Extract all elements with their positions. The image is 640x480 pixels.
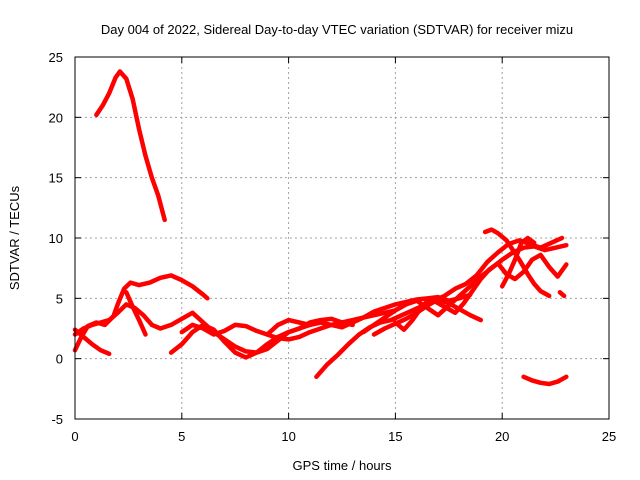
chart-title: Day 004 of 2022, Sidereal Day-to-day VTE… [101, 22, 573, 37]
series-s5 [124, 290, 148, 337]
y-tick-label: 10 [49, 231, 63, 246]
y-tick-label: -5 [51, 412, 63, 427]
x-tick-label: 25 [602, 429, 616, 444]
series-s16 [557, 290, 567, 299]
series-s15 [521, 374, 569, 387]
series-s12 [393, 252, 569, 332]
series-s11 [371, 297, 484, 337]
x-tick-label: 0 [71, 429, 78, 444]
data-series [72, 69, 569, 387]
x-tick-label: 20 [495, 429, 509, 444]
series-s1 [94, 69, 167, 223]
y-tick-label: 0 [56, 352, 63, 367]
y-tick-label: 25 [49, 50, 63, 65]
series-s4 [72, 327, 112, 357]
x-tick-label: 15 [388, 429, 402, 444]
y-tick-label: 5 [56, 291, 63, 306]
series-s7 [179, 308, 398, 342]
y-axis-label: SDTVAR / TECUs [7, 185, 22, 290]
series-s10 [361, 242, 569, 335]
series-s9 [314, 235, 565, 380]
y-tick-label: 20 [49, 110, 63, 125]
x-axis-label: GPS time / hours [293, 458, 392, 473]
grid-lines [75, 57, 609, 419]
x-tick-label: 10 [281, 429, 295, 444]
series-s14 [499, 235, 537, 289]
axis-ticks: 0 5 10 15 20 25 -5 0 5 10 15 20 25 [49, 50, 617, 444]
series-s3 [72, 302, 313, 355]
y-tick-label: 15 [49, 171, 63, 186]
x-tick-label: 5 [178, 429, 185, 444]
